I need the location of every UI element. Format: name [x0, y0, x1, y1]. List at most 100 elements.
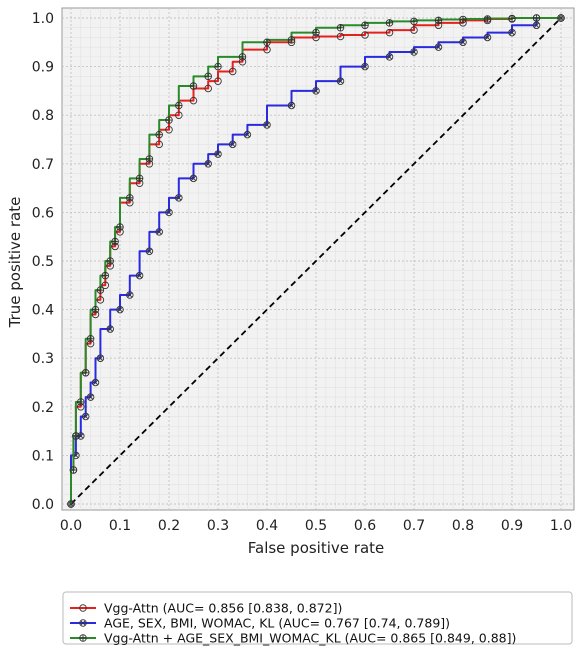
y-tick-label: 0.8 — [32, 108, 54, 124]
x-tick-label: 0.1 — [109, 518, 131, 534]
point-clinical-marker — [145, 247, 154, 256]
x-tick-label: 0.0 — [60, 518, 82, 534]
y-axis-label: True positive rate — [6, 197, 24, 329]
y-tick-label: 0.3 — [32, 351, 54, 367]
point-clinical-marker — [189, 174, 198, 183]
point-combined-marker — [145, 155, 154, 163]
point-clinical-marker — [175, 194, 183, 202]
point-combined-marker — [287, 36, 296, 44]
y-tick-label: 0.6 — [32, 205, 54, 221]
point-combined-marker — [175, 101, 183, 110]
point-clinical-marker — [81, 412, 90, 421]
y-axis-ticks: 0.0 0.1 0.2 0.3 0.4 0.5 0.6 0.7 0.8 0.9 1.0 — [32, 11, 54, 513]
point-combined-marker — [72, 432, 80, 440]
y-tick-label: 0.9 — [32, 60, 54, 76]
point-clinical-marker — [135, 271, 144, 280]
point-vgg-attn-marker — [175, 111, 183, 119]
point-combined-marker — [483, 15, 492, 23]
point-combined-marker — [165, 116, 173, 124]
point-combined-marker — [155, 130, 163, 139]
legend-vgg-attn-marker — [79, 604, 87, 612]
x-tick-label: 0.4 — [256, 518, 278, 534]
point-vgg-attn-marker — [155, 140, 163, 149]
chance-reference-line — [70, 17, 562, 505]
point-combined-marker — [336, 23, 345, 32]
y-tick-label: 0.0 — [32, 497, 54, 513]
point-clinical-marker — [86, 393, 95, 401]
series-layer — [67, 14, 565, 508]
point-clinical-marker — [532, 21, 541, 30]
point-clinical-marker — [106, 325, 114, 333]
point-clinical-marker — [96, 354, 105, 362]
legend-item-clinical: AGE, SEX, BMI, WOMAC, KL (AUC= 0.767 [0.… — [70, 616, 450, 631]
x-axis-ticks: 0.0 0.1 0.2 0.3 0.4 0.5 0.6 0.7 0.8 0.9 1.0 — [60, 518, 572, 534]
point-combined-marker — [434, 16, 443, 25]
x-tick-label: 0.7 — [403, 518, 425, 534]
point-combined-marker — [238, 53, 247, 61]
point-vgg-attn-marker — [96, 296, 105, 304]
point-combined-marker — [361, 21, 369, 30]
legend: Vgg-Attn (AUC= 0.856 [0.838, 0.872])AGE,… — [62, 591, 573, 646]
point-combined-marker — [91, 305, 100, 314]
point-vgg-attn-marker — [410, 26, 418, 34]
y-tick-label: 1.0 — [32, 11, 54, 27]
y-tick-label: 0.1 — [32, 448, 54, 464]
point-combined-marker — [135, 174, 144, 183]
point-combined-marker — [557, 14, 565, 22]
point-clinical-marker — [204, 160, 212, 168]
series-combined — [67, 14, 565, 508]
point-clinical-marker — [336, 77, 345, 85]
point-vgg-attn-marker — [263, 45, 271, 54]
point-combined-marker — [263, 38, 271, 47]
point-clinical-marker — [243, 130, 252, 139]
point-combined-marker — [508, 14, 516, 23]
x-tick-label: 0.8 — [452, 518, 474, 534]
point-combined-marker — [214, 62, 222, 71]
point-clinical-marker — [126, 291, 134, 299]
legend-label: AGE, SEX, BMI, WOMAC, KL (AUC= 0.767 [0.… — [104, 616, 450, 631]
point-clinical-marker — [483, 33, 492, 42]
point-vgg-attn-marker — [214, 77, 222, 85]
point-combined-marker — [111, 237, 119, 246]
point-clinical-marker — [287, 101, 296, 110]
point-clinical-marker — [165, 208, 173, 217]
point-combined-marker — [532, 14, 541, 22]
point-clinical-marker — [434, 43, 443, 51]
point-clinical-marker — [508, 28, 516, 37]
legend-clinical-marker — [79, 619, 87, 627]
y-tick-label: 0.2 — [32, 400, 54, 416]
x-tick-label: 0.3 — [207, 518, 229, 534]
point-clinical-marker — [361, 62, 369, 71]
point-combined-marker — [204, 72, 212, 81]
point-combined-marker — [116, 223, 124, 231]
point-combined-marker — [126, 194, 134, 202]
legend-label: Vgg-Attn + AGE_SEX_BMI_WOMAC_KL (AUC= 0.… — [104, 631, 516, 646]
major-grid — [62, 8, 574, 510]
point-clinical-marker — [459, 38, 467, 47]
point-vgg-attn-marker — [204, 84, 212, 93]
legend-box — [62, 591, 573, 645]
point-combined-marker — [189, 82, 198, 90]
point-clinical-marker — [91, 378, 100, 387]
point-combined-marker — [101, 271, 110, 280]
point-clinical-marker — [385, 53, 394, 61]
y-tick-label: 0.7 — [32, 157, 54, 173]
x-tick-label: 0.6 — [354, 518, 376, 534]
point-clinical-marker — [410, 48, 418, 56]
x-tick-label: 0.2 — [158, 518, 180, 534]
point-clinical-marker — [312, 87, 320, 95]
point-clinical-marker — [228, 140, 237, 149]
point-vgg-attn-marker — [361, 31, 369, 39]
point-combined-marker — [312, 28, 320, 37]
legend-item-combined: Vgg-Attn + AGE_SEX_BMI_WOMAC_KL (AUC= 0.… — [70, 631, 516, 646]
point-combined-marker — [459, 15, 467, 24]
x-tick-label: 0.9 — [501, 518, 523, 534]
point-vgg-attn-marker — [189, 96, 198, 105]
point-combined-marker — [81, 369, 90, 377]
point-vgg-attn-marker — [165, 126, 173, 134]
point-combined-marker — [410, 17, 418, 26]
point-vgg-attn-marker — [228, 67, 237, 76]
point-combined-marker — [77, 398, 85, 406]
point-clinical-marker — [263, 121, 271, 129]
